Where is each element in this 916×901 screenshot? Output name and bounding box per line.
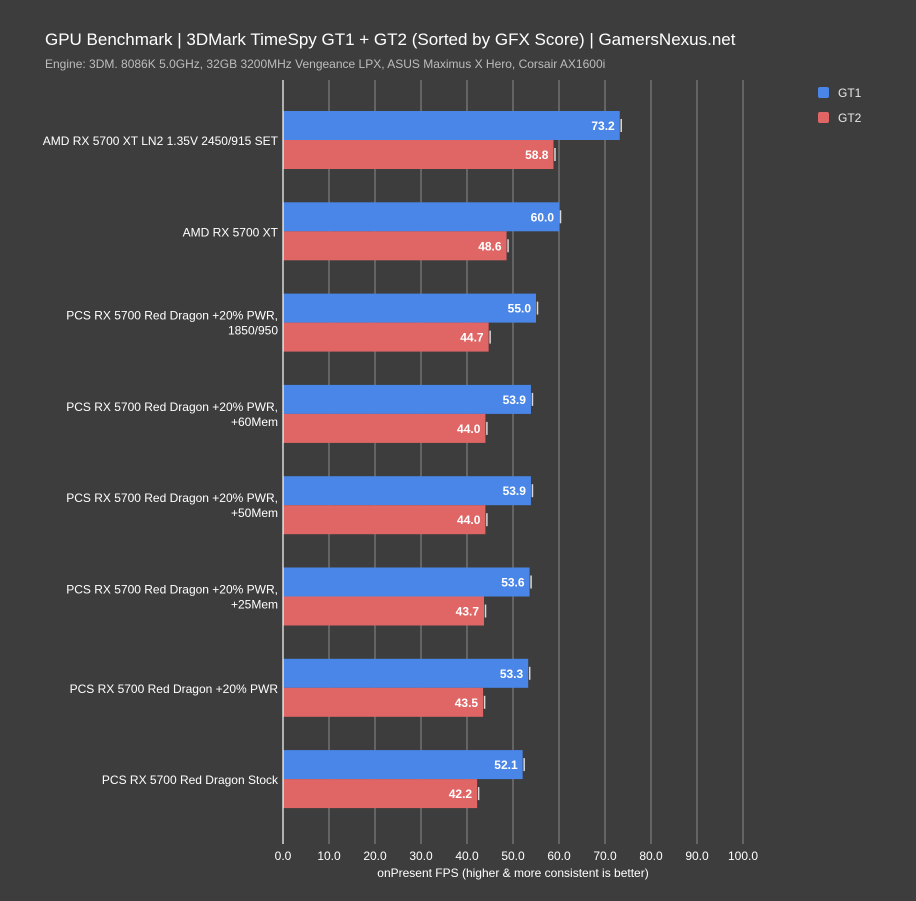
x-tick-label: 50.0 [501,849,525,863]
category-label: PCS RX 5700 Red Dragon +20% PWR, [66,400,278,414]
legend-item-gt1: GT1 [818,80,861,105]
data-label: 53.6 [501,576,525,590]
x-axis-label: onPresent FPS (higher & more consistent … [377,866,648,880]
data-label: 44.0 [457,513,481,527]
data-label: 42.2 [449,787,473,801]
bar-gt1 [283,658,529,688]
legend-item-gt2: GT2 [818,105,861,130]
data-label: 58.8 [525,148,549,162]
x-tick-label: 10.0 [317,849,341,863]
data-label: 52.1 [494,758,518,772]
x-tick-label: 20.0 [363,849,387,863]
data-label: 48.6 [478,239,502,253]
data-label: 44.0 [457,422,481,436]
bar-gt1 [283,567,530,597]
x-tick-label: 100.0 [728,849,758,863]
x-tick-label: 70.0 [593,849,617,863]
category-label: AMD RX 5700 XT LN2 1.35V 2450/915 SET [43,134,279,148]
data-label: 53.9 [503,484,527,498]
category-label: PCS RX 5700 Red Dragon +20% PWR, [66,309,278,323]
data-label: 44.7 [460,331,484,345]
chart-subtitle: Engine: 3DM. 8086K 5.0GHz, 32GB 3200MHz … [45,57,606,71]
category-label: PCS RX 5700 Red Dragon +20% PWR [70,682,279,696]
x-tick-label: 60.0 [547,849,571,863]
bar-gt1 [283,384,531,414]
bar-gt1 [283,750,523,780]
bar-gt2 [283,231,507,261]
legend-swatch-gt1 [818,87,829,98]
category-label: PCS RX 5700 Red Dragon Stock [102,773,279,787]
bar-gt2 [283,779,478,809]
bar-gt1 [283,293,536,323]
bar-gt2 [283,596,485,626]
legend-label-gt1: GT1 [838,85,862,100]
bar-gt1 [283,476,531,506]
x-tick-label: 30.0 [409,849,433,863]
data-label: 43.5 [455,696,479,710]
data-label: 53.9 [503,393,527,407]
data-label: 73.2 [591,119,615,133]
x-tick-label: 90.0 [685,849,709,863]
category-label: +50Mem [231,506,278,520]
legend-label-gt2: GT2 [838,110,862,125]
legend-swatch-gt2 [818,112,829,123]
category-label: PCS RX 5700 Red Dragon +20% PWR, [66,583,278,597]
data-label: 60.0 [531,210,555,224]
bar-gt2 [283,140,554,169]
data-label: 53.3 [500,667,524,681]
data-label: 55.0 [508,302,532,316]
bar-gt2 [283,505,486,535]
chart-legend: GT1 GT2 [818,80,861,130]
data-label: 43.7 [456,605,480,619]
category-label: AMD RX 5700 XT [183,225,279,239]
bar-gt1 [283,202,559,232]
bar-gt2 [283,687,484,717]
bar-gt2 [283,322,489,352]
category-label: +60Mem [231,415,278,429]
x-tick-label: 40.0 [455,849,479,863]
chart-title: GPU Benchmark | 3DMark TimeSpy GT1 + GT2… [45,30,736,49]
x-tick-label: 80.0 [639,849,663,863]
category-label: 1850/950 [228,324,278,338]
category-label: +25Mem [231,598,278,612]
bar-gt1 [283,111,620,140]
bar-gt2 [283,413,486,443]
x-tick-label: 0.0 [275,849,292,863]
category-label: PCS RX 5700 Red Dragon +20% PWR, [66,491,278,505]
